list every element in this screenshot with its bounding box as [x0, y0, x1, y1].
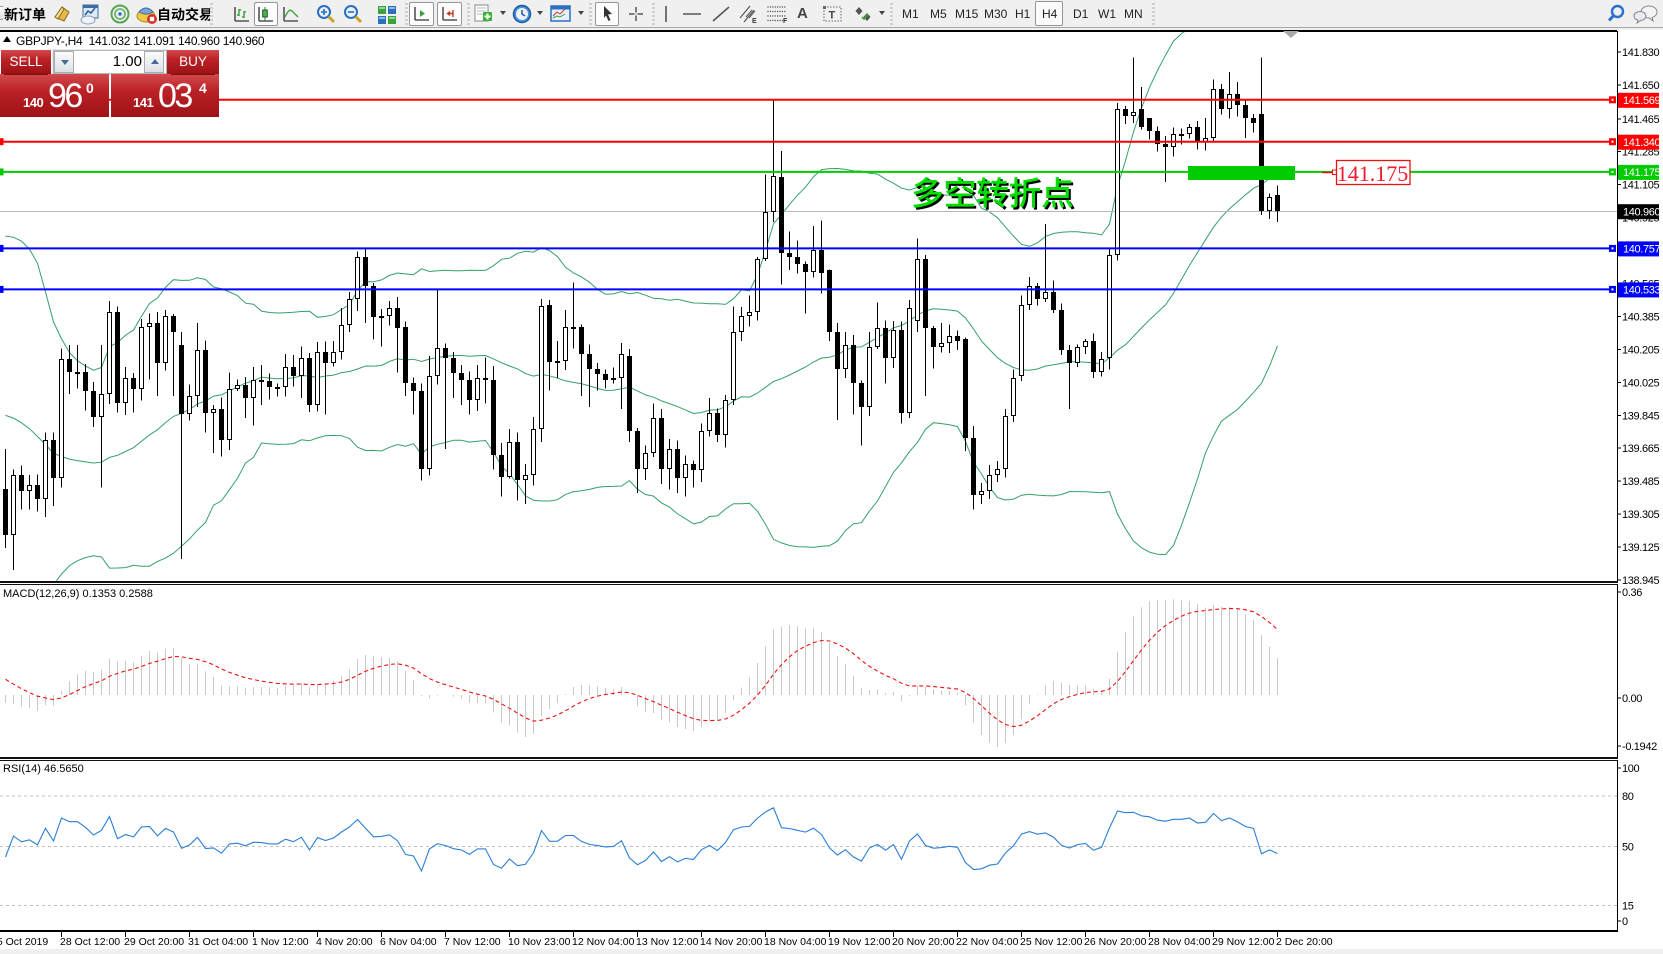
- svg-text:28 Oct 12:00: 28 Oct 12:00: [60, 936, 120, 948]
- svg-text:1 Nov 12:00: 1 Nov 12:00: [252, 936, 309, 948]
- svg-text:141.340: 141.340: [1623, 137, 1661, 149]
- svg-text:50: 50: [1622, 842, 1634, 854]
- svg-text:0.36: 0.36: [1622, 587, 1642, 599]
- svg-text:20 Nov 20:00: 20 Nov 20:00: [892, 936, 955, 948]
- svg-text:141.569: 141.569: [1623, 95, 1661, 107]
- svg-text:14 Nov 20:00: 14 Nov 20:00: [700, 936, 763, 948]
- svg-text:13 Nov 12:00: 13 Nov 12:00: [636, 936, 699, 948]
- svg-text:29 Nov 12:00: 29 Nov 12:00: [1212, 936, 1275, 948]
- svg-text:141.465: 141.465: [1622, 114, 1660, 126]
- svg-text:MACD(12,26,9) 0.1353 0.2588: MACD(12,26,9) 0.1353 0.2588: [3, 588, 153, 600]
- svg-text:140.757: 140.757: [1623, 244, 1661, 256]
- svg-text:138.945: 138.945: [1622, 575, 1660, 587]
- svg-text:19 Nov 12:00: 19 Nov 12:00: [828, 936, 891, 948]
- svg-text:139.845: 139.845: [1622, 410, 1660, 422]
- svg-text:18 Nov 04:00: 18 Nov 04:00: [764, 936, 827, 948]
- svg-text:141.175: 141.175: [1623, 167, 1661, 179]
- svg-text:T: T: [829, 10, 836, 22]
- svg-text:141.175: 141.175: [1337, 161, 1409, 186]
- svg-text:140.385: 140.385: [1622, 312, 1660, 324]
- svg-text:12 Nov 04:00: 12 Nov 04:00: [572, 936, 635, 948]
- svg-text:0: 0: [1622, 916, 1628, 928]
- svg-text:22 Nov 04:00: 22 Nov 04:00: [956, 936, 1019, 948]
- svg-text:7 Nov 12:00: 7 Nov 12:00: [444, 936, 501, 948]
- svg-text:139.305: 139.305: [1622, 509, 1660, 521]
- svg-text:100: 100: [1622, 763, 1640, 775]
- svg-text:139.665: 139.665: [1622, 443, 1660, 455]
- svg-text:4 Nov 20:00: 4 Nov 20:00: [316, 936, 373, 948]
- svg-text:E: E: [752, 18, 757, 24]
- svg-text:29 Oct 20:00: 29 Oct 20:00: [124, 936, 184, 948]
- svg-text:6 Nov 04:00: 6 Nov 04:00: [380, 936, 437, 948]
- svg-text:15: 15: [1622, 901, 1634, 913]
- svg-text:141.650: 141.650: [1622, 80, 1660, 92]
- svg-text:140.205: 140.205: [1622, 344, 1660, 356]
- svg-text:80: 80: [1622, 791, 1634, 803]
- svg-text:10 Nov 23:00: 10 Nov 23:00: [508, 936, 571, 948]
- svg-text:139.485: 139.485: [1622, 476, 1660, 488]
- svg-text:139.125: 139.125: [1622, 542, 1660, 554]
- svg-text:2 Dec 20:00: 2 Dec 20:00: [1276, 936, 1333, 948]
- svg-text:141.105: 141.105: [1622, 180, 1660, 192]
- svg-text:0.00: 0.00: [1622, 693, 1642, 705]
- svg-text:31 Oct 04:00: 31 Oct 04:00: [188, 936, 248, 948]
- svg-text:140.025: 140.025: [1622, 377, 1660, 389]
- svg-text:25 Nov 12:00: 25 Nov 12:00: [1020, 936, 1083, 948]
- svg-text:F: F: [783, 18, 788, 24]
- svg-text:26 Nov 20:00: 26 Nov 20:00: [1084, 936, 1147, 948]
- svg-text:25 Oct 2019: 25 Oct 2019: [0, 936, 48, 948]
- svg-text:-0.1942: -0.1942: [1622, 741, 1657, 753]
- svg-text:140.960: 140.960: [1623, 206, 1661, 218]
- svg-text:140.533: 140.533: [1623, 285, 1661, 297]
- svg-text:RSI(14) 46.5650: RSI(14) 46.5650: [3, 763, 84, 775]
- svg-text:28 Nov 04:00: 28 Nov 04:00: [1148, 936, 1211, 948]
- svg-text:141.830: 141.830: [1622, 47, 1660, 59]
